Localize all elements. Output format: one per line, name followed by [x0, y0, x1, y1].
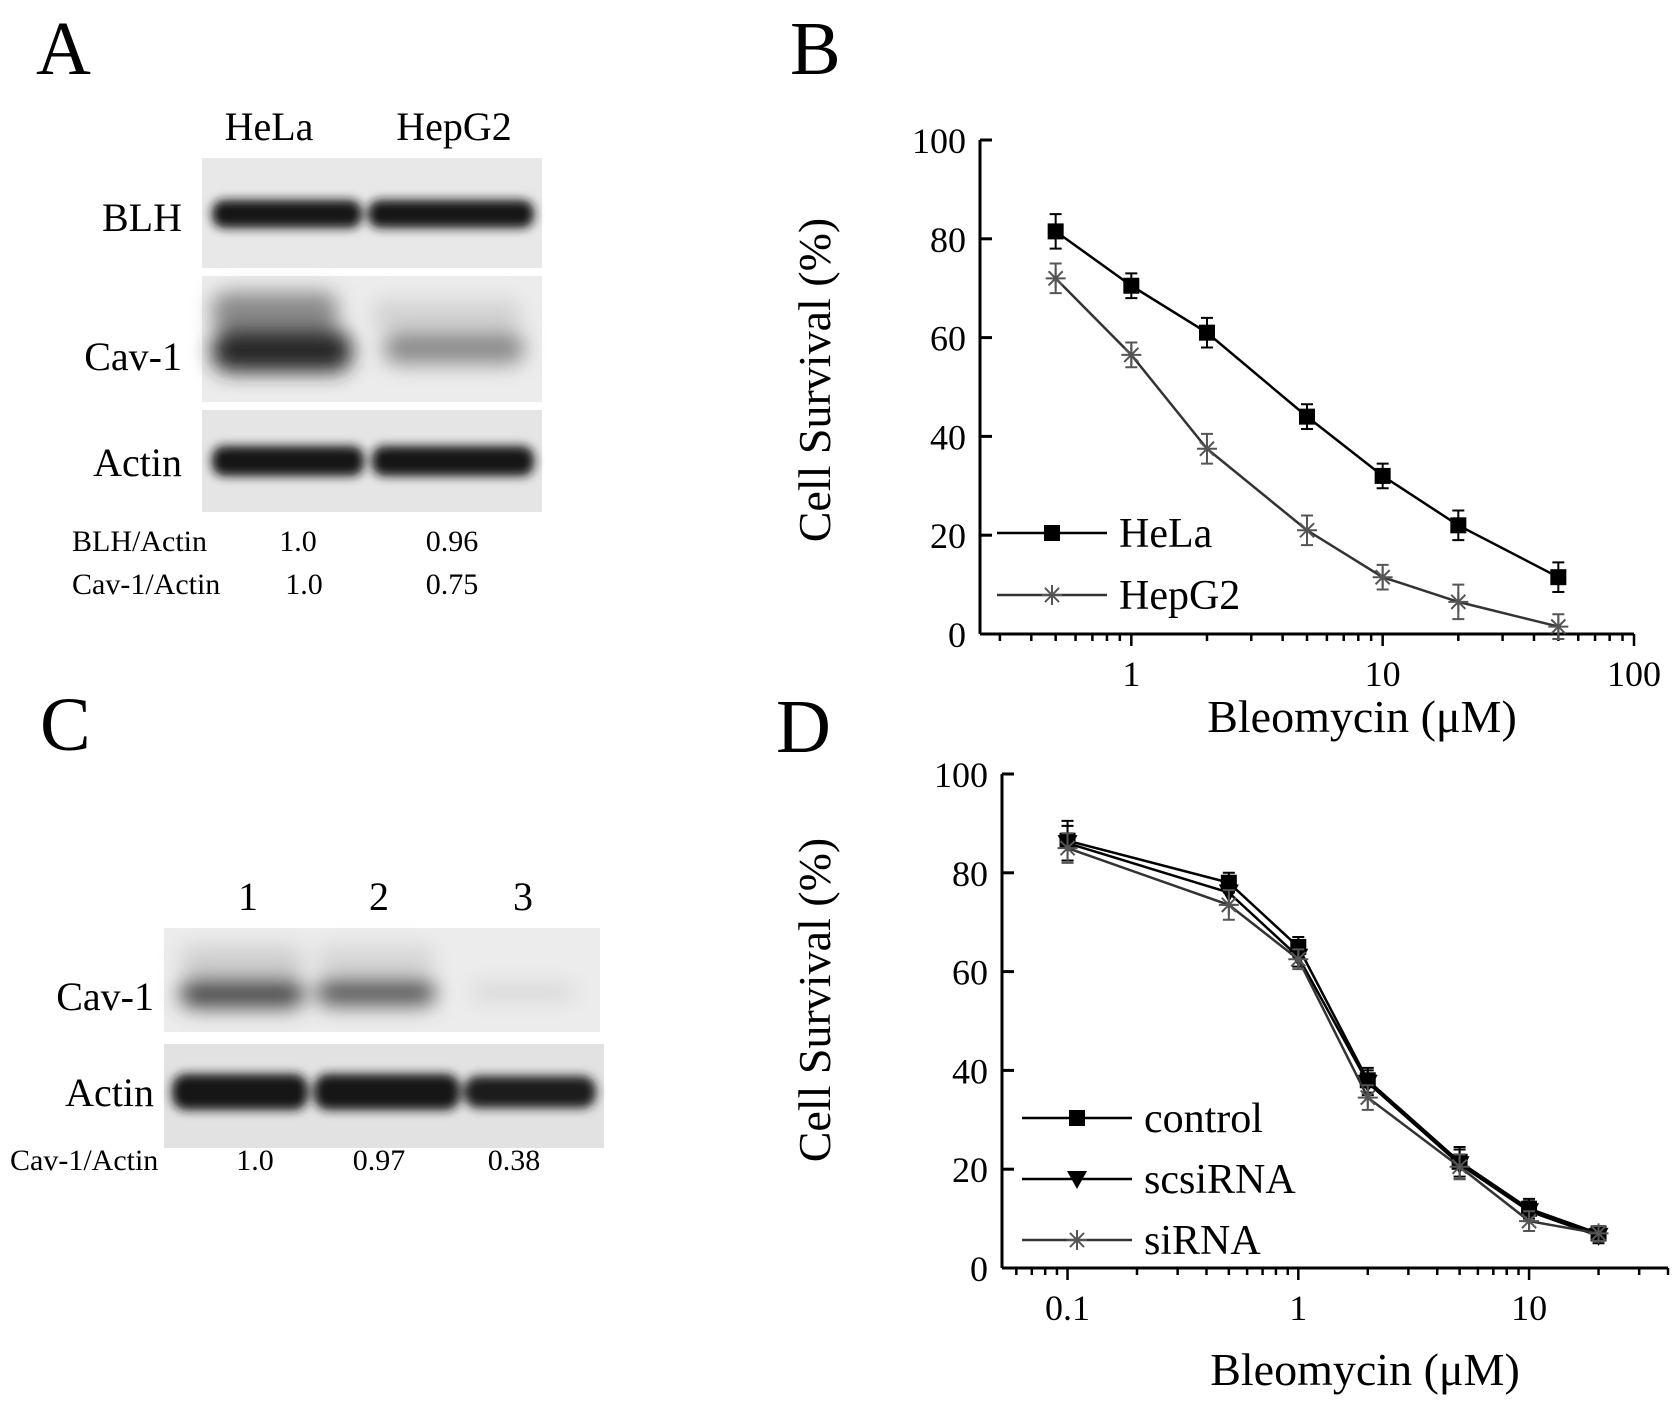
lane-label-1: 1 [238, 874, 258, 919]
blot-strip-actin [202, 410, 542, 512]
y-tick-label: 80 [930, 220, 966, 260]
blot-strip-cav1-c [164, 928, 600, 1032]
marker-triangle [1067, 1171, 1087, 1189]
marker-square [1198, 324, 1215, 341]
quant-label-cav1-actin-c: Cav-1/Actin [10, 1144, 158, 1177]
lane-label-2: 2 [369, 874, 389, 919]
y-tick-label: 100 [912, 121, 966, 161]
y-tick-label: 80 [952, 854, 988, 894]
legend-entry-siRNA: siRNA [1022, 1218, 1261, 1264]
panel-letter-a: A [36, 7, 91, 91]
series-siRNA [1057, 832, 1609, 1244]
marker-star [1218, 894, 1239, 915]
marker-star [1448, 591, 1469, 612]
blot-strip-blh [202, 158, 542, 268]
legend-entry-HepG2: HepG2 [997, 573, 1240, 619]
blot-strip-actin-c [164, 1044, 604, 1148]
quant-value: 1.0 [236, 1144, 274, 1177]
marker-triangle [1357, 1074, 1378, 1093]
marker-square [1299, 408, 1315, 425]
quant-value: 0.97 [353, 1144, 406, 1177]
marker-star [1372, 567, 1393, 588]
marker-star [1045, 268, 1066, 289]
lane-label-hepg2: HepG2 [396, 104, 512, 149]
x-tick-label: 100 [1607, 654, 1661, 694]
y-axis-title: Cell Survival (%) [789, 218, 840, 543]
y-tick-label: 60 [952, 953, 988, 993]
marker-star [1548, 616, 1569, 637]
series-HepG2 [1045, 262, 1569, 640]
marker-star [1042, 585, 1062, 605]
x-axis-title: Bleomycin (μM) [1207, 691, 1517, 742]
legend-label: HeLa [1119, 511, 1213, 557]
y-axis-title: Cell Survival (%) [789, 838, 840, 1163]
x-axis-title: Bleomycin (μM) [1210, 1344, 1520, 1395]
marker-star [1196, 438, 1217, 459]
legend-label: HepG2 [1119, 573, 1240, 619]
panel-a: A HeLa HepG2 BLH Cav-1 [36, 7, 542, 601]
panel-c: C 1 2 3 Cav-1 Actin Cav-1/Act [10, 683, 604, 1177]
marker-star [1121, 344, 1142, 365]
series-scsiRNA [1057, 824, 1609, 1246]
row-label-blh: BLH [102, 195, 182, 240]
legend-label: control [1144, 1096, 1263, 1142]
row-label-actin-c: Actin [65, 1070, 154, 1115]
series-HeLa [1047, 213, 1567, 594]
row-label-actin: Actin [93, 440, 182, 485]
y-tick-label: 100 [934, 755, 988, 795]
lane-label-3: 3 [513, 874, 533, 919]
marker-star [1588, 1223, 1609, 1244]
x-tick-label: 10 [1511, 1288, 1547, 1328]
marker-square [1374, 467, 1391, 484]
marker-square [1450, 517, 1467, 534]
x-tick-label: 10 [1365, 654, 1401, 694]
legend-label: siRNA [1144, 1218, 1261, 1264]
quant-value: 0.96 [426, 525, 479, 558]
y-tick-label: 20 [952, 1150, 988, 1190]
marker-square [1550, 569, 1567, 586]
x-tick-label: 1 [1122, 654, 1140, 694]
y-tick-label: 0 [948, 615, 966, 655]
y-tick-label: 40 [952, 1051, 988, 1091]
row-label-cav1: Cav-1 [84, 334, 182, 379]
marker-star [1297, 520, 1317, 541]
panel-letter-c: C [40, 683, 91, 767]
marker-star [1357, 1087, 1378, 1108]
blot-strip-cav1 [202, 276, 542, 402]
quant-label-blh-actin: BLH/Actin [72, 525, 207, 558]
legend-label: scsiRNA [1144, 1157, 1296, 1203]
marker-square [1047, 223, 1064, 240]
y-tick-label: 40 [930, 417, 966, 457]
marker-star [1519, 1211, 1540, 1232]
x-tick-label: 0.1 [1045, 1288, 1090, 1328]
marker-square [1123, 277, 1140, 294]
y-tick-label: 60 [930, 319, 966, 359]
y-tick-label: 0 [970, 1249, 988, 1289]
lane-label-hela: HeLa [225, 104, 314, 149]
quant-label-cav1-actin: Cav-1/Actin [72, 568, 220, 601]
y-tick-label: 20 [930, 516, 966, 556]
legend-entry-control: control [1022, 1096, 1263, 1142]
marker-square [1044, 525, 1060, 541]
chart-panel-b: 0 20 40 60 80 100 1 10 100 Bleomycin (μM) Cell Sur… [789, 121, 1661, 742]
x-tick-label: 1 [1289, 1288, 1307, 1328]
marker-square [1069, 1110, 1085, 1126]
legend-entry-scsiRNA: scsiRNA [1022, 1157, 1296, 1203]
row-label-cav1-c: Cav-1 [56, 974, 154, 1019]
panel-letter-b: B [790, 7, 841, 91]
quant-value: 0.38 [488, 1144, 541, 1177]
quant-value: 1.0 [285, 568, 323, 601]
marker-star [1449, 1156, 1470, 1177]
quant-value: 0.75 [426, 568, 479, 601]
chart-panel-d: 0 20 40 60 80 100 0.1 1 10 Bleomycin (μM) Cell Sur… [789, 755, 1670, 1395]
marker-star [1288, 949, 1309, 970]
marker-star [1067, 1230, 1087, 1250]
quant-value: 1.0 [279, 525, 317, 558]
legend-entry-HeLa: HeLa [997, 511, 1213, 557]
panel-letter-d: D [776, 685, 831, 769]
marker-star [1057, 838, 1078, 859]
